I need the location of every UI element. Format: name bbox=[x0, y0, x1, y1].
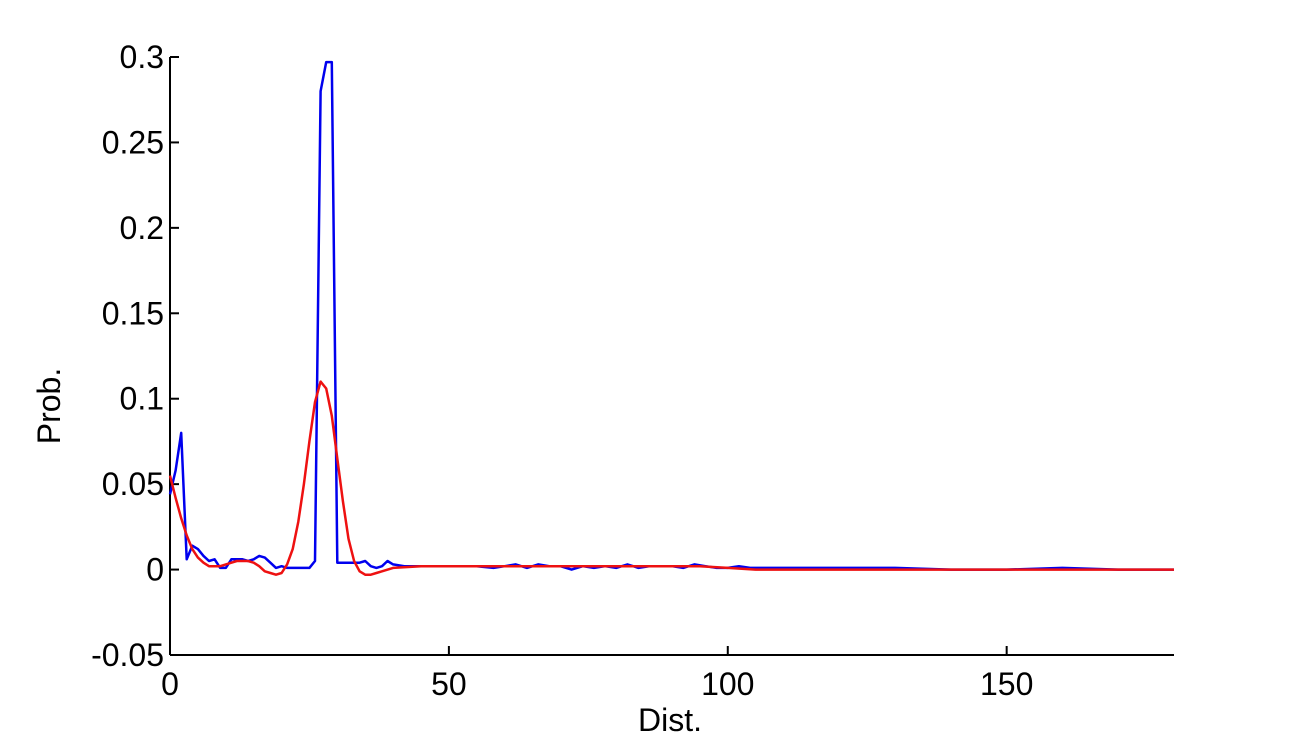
y-tick-label: 0 bbox=[146, 552, 164, 588]
x-axis-label: Dist. bbox=[638, 702, 702, 738]
series-lines bbox=[168, 60, 1174, 576]
y-axis-ticks: -0.05 0 0.05 0.1 0.15 0.2 0.25 0.3 bbox=[91, 39, 179, 673]
y-tick-label: 0.3 bbox=[120, 39, 164, 75]
y-tick-label: 0.1 bbox=[120, 381, 164, 417]
y-tick-label: 0.2 bbox=[120, 210, 164, 246]
series-line-1 bbox=[168, 60, 1174, 571]
y-tick-label: 0.25 bbox=[102, 124, 164, 160]
x-tick-label: 100 bbox=[701, 666, 754, 702]
x-tick-label: 150 bbox=[980, 666, 1033, 702]
x-tick-label: 50 bbox=[431, 666, 467, 702]
y-tick-label: 0.15 bbox=[102, 295, 164, 331]
x-axis-ticks: 0 50 100 150 bbox=[161, 646, 1033, 702]
y-tick-label: 0.05 bbox=[102, 466, 164, 502]
y-tick-label: -0.05 bbox=[91, 637, 164, 673]
y-axis-label: Prob. bbox=[31, 368, 67, 444]
x-tick-label: 0 bbox=[161, 666, 179, 702]
series-line-2 bbox=[168, 380, 1174, 576]
